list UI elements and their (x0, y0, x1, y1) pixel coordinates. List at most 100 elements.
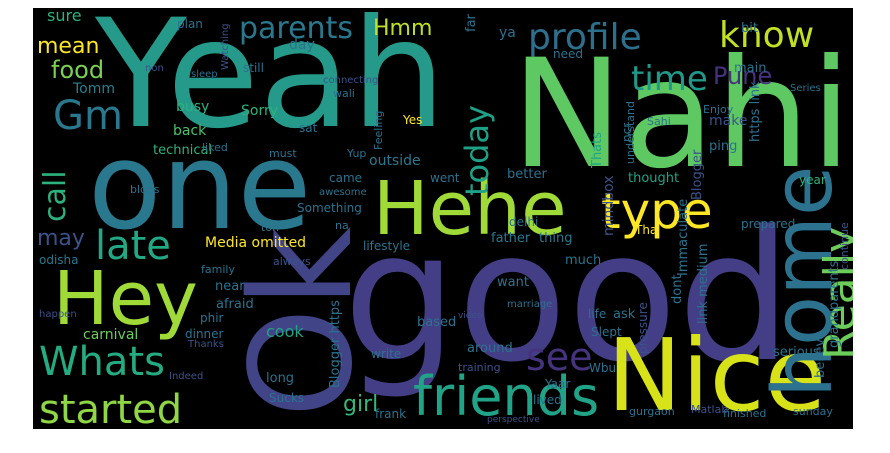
word: mindbox (601, 175, 617, 236)
word: Gm (53, 93, 123, 139)
word: Hey (53, 256, 198, 342)
word: came (329, 171, 363, 185)
word: day (289, 37, 315, 53)
word: https link (748, 81, 763, 142)
word: still (243, 61, 264, 75)
word: sunday (793, 405, 833, 418)
word: Sahi (647, 115, 671, 128)
word: thought (628, 171, 680, 186)
word: Tha (635, 223, 658, 237)
word: finished (723, 407, 767, 420)
word: lived (533, 393, 562, 407)
word: dinner (185, 327, 224, 341)
word: Nahi (511, 28, 852, 202)
word: gurgaon (629, 405, 675, 418)
word: technical (153, 143, 213, 158)
word: grandparents (827, 260, 842, 348)
word: blogs (130, 183, 160, 196)
word: marriage (507, 299, 553, 310)
word: far (464, 14, 479, 32)
word: good (343, 193, 792, 402)
word: long (266, 371, 295, 386)
word: Matlab (691, 403, 729, 416)
word: Whats (39, 339, 165, 385)
word: Blogger (690, 149, 705, 200)
word: better (507, 167, 547, 182)
word: delhi (509, 215, 539, 229)
word: dont (670, 274, 685, 304)
word: plan (177, 17, 203, 31)
word: Yeah (95, 8, 446, 162)
word: life (588, 307, 607, 321)
word: na (335, 219, 349, 232)
word: link medium (696, 243, 711, 324)
word: started (39, 387, 183, 429)
word: around (467, 341, 513, 356)
word: phir (200, 311, 224, 325)
word: Feeling (372, 110, 385, 150)
word: Blogger https (328, 300, 343, 388)
word: toh (261, 221, 280, 234)
word: outside (369, 153, 421, 169)
word: ya (499, 25, 516, 41)
word: Nice (607, 317, 827, 429)
word: may (37, 226, 85, 251)
word: girl (343, 392, 379, 417)
word: connecting (323, 75, 379, 86)
word: mean (37, 34, 100, 59)
word: Tomm (73, 81, 116, 97)
word: Hmm (373, 16, 433, 41)
word: write (371, 347, 402, 361)
word: sat (299, 121, 318, 135)
word-cloud: Yeah Nahi good one Ok Nice Hehe Hey home… (33, 8, 853, 429)
word: Pune (713, 62, 773, 90)
word: pressure (636, 302, 650, 354)
word: awesome (319, 187, 367, 198)
word: cook (266, 322, 304, 341)
word: liked (202, 141, 228, 154)
word: afraid (216, 297, 254, 312)
word: father (491, 231, 531, 246)
word: friends (413, 365, 600, 428)
word: Sorry (241, 103, 279, 119)
word: believe (813, 330, 828, 378)
word: continue (838, 222, 851, 270)
word: want (497, 275, 529, 290)
word: ask (613, 307, 636, 322)
word: always (273, 255, 311, 268)
word: odisha (39, 253, 79, 267)
word: Enjoy (703, 103, 734, 116)
word: know (719, 15, 815, 56)
word: happen (39, 309, 77, 320)
word: bit (741, 21, 758, 36)
word: Watching (220, 23, 231, 70)
word: understand (624, 101, 637, 164)
word: carnival (83, 327, 139, 343)
word: food (51, 56, 105, 84)
word: went (430, 171, 460, 185)
word: Yes (403, 113, 423, 127)
word: Series (790, 83, 821, 94)
word: Sucks (269, 391, 305, 405)
word: must (269, 147, 297, 160)
word: ping (709, 139, 738, 154)
word: Thats (590, 131, 605, 168)
word: non (145, 63, 164, 74)
word: Wbu (589, 361, 617, 375)
word: main (734, 61, 767, 76)
word: Something (297, 201, 362, 215)
word: sleep (191, 69, 218, 80)
word: frank (375, 407, 407, 421)
word: parents (239, 11, 353, 46)
word: type (601, 182, 713, 240)
word: late (95, 223, 171, 269)
word: Slept (591, 325, 622, 339)
word: year (799, 173, 826, 187)
word: training (458, 361, 501, 374)
word: thing (539, 231, 573, 246)
word: Media omitted (205, 235, 307, 251)
word: make (709, 113, 748, 129)
word: back (173, 123, 207, 139)
word: today (458, 105, 496, 196)
word: Thanks (188, 339, 224, 350)
